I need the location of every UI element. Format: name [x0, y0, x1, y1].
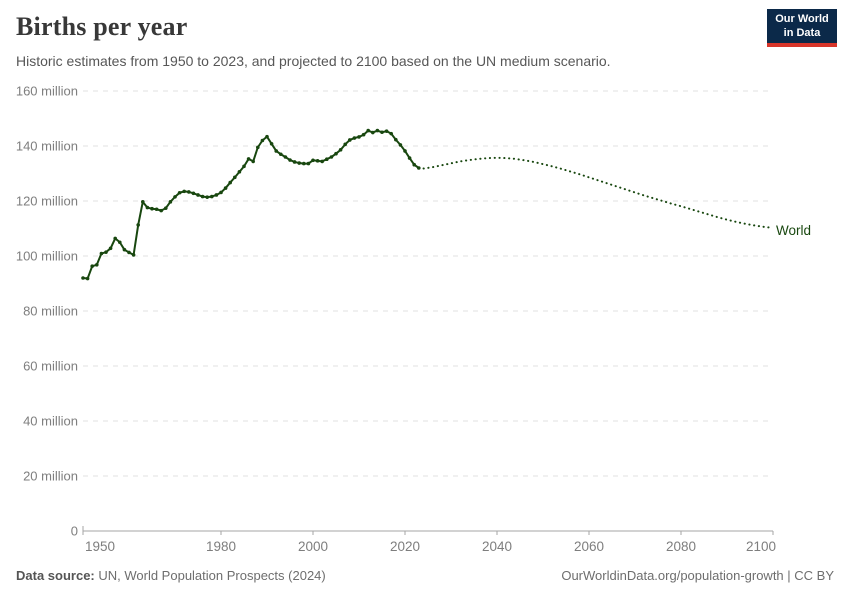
svg-text:2000: 2000 — [298, 539, 328, 554]
svg-text:20 million: 20 million — [23, 469, 78, 484]
svg-text:160 million: 160 million — [16, 84, 78, 99]
svg-text:2060: 2060 — [574, 539, 604, 554]
svg-text:2080: 2080 — [666, 539, 696, 554]
svg-text:80 million: 80 million — [23, 304, 78, 319]
owid-logo-line1: Our World — [775, 12, 829, 25]
svg-text:40 million: 40 million — [23, 414, 78, 429]
series-label-world: World — [776, 223, 812, 238]
svg-text:2100: 2100 — [746, 539, 776, 554]
svg-text:2040: 2040 — [482, 539, 512, 554]
svg-text:60 million: 60 million — [23, 359, 78, 374]
credit-link[interactable]: OurWorldinData.org/population-growth | C… — [561, 568, 834, 583]
owid-logo[interactable]: Our World in Data — [767, 9, 837, 47]
svg-text:140 million: 140 million — [16, 139, 78, 154]
svg-text:0: 0 — [71, 524, 78, 539]
svg-text:1950: 1950 — [85, 539, 115, 554]
chart-title: Births per year — [16, 12, 188, 41]
owid-logo-line2: in Data — [783, 27, 821, 39]
svg-text:100 million: 100 million — [16, 249, 78, 264]
svg-text:1980: 1980 — [206, 539, 236, 554]
data-source-label: Data source: — [16, 568, 95, 583]
data-source-text: UN, World Population Prospects (2024) — [94, 568, 326, 583]
svg-text:120 million: 120 million — [16, 194, 78, 209]
svg-text:2020: 2020 — [390, 539, 420, 554]
chart-footer: Data source: UN, World Population Prospe… — [16, 568, 834, 583]
data-source-note: Data source: UN, World Population Prospe… — [16, 568, 326, 583]
chart-subtitle: Historic estimates from 1950 to 2023, an… — [16, 53, 611, 69]
